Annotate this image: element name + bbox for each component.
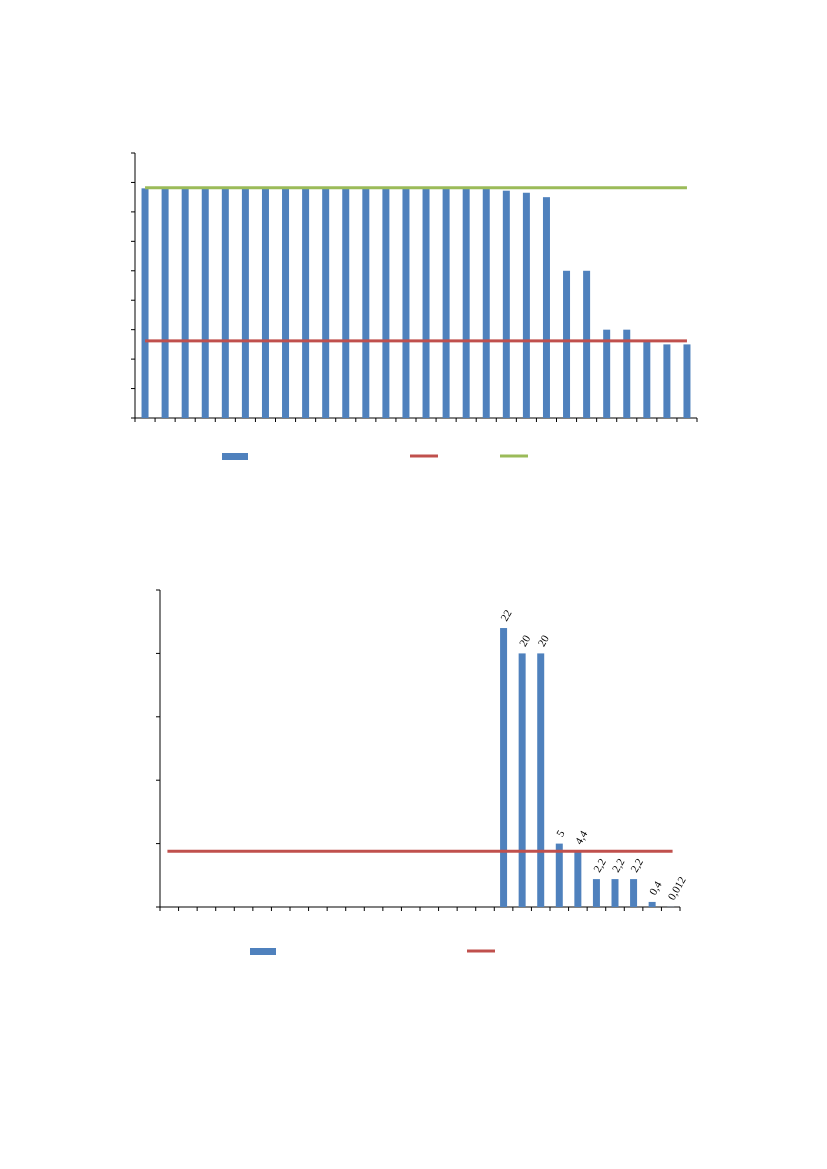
bar (522, 192, 530, 418)
bar (500, 628, 508, 907)
bar (382, 188, 390, 418)
bar (462, 188, 470, 418)
bar (518, 653, 526, 907)
bar (502, 190, 510, 418)
bar (181, 188, 189, 418)
bar (201, 188, 209, 418)
bar (302, 188, 310, 418)
bar (574, 851, 582, 907)
bar (161, 188, 169, 418)
bar (623, 329, 631, 418)
bar (482, 188, 490, 418)
data-label: 2,2 (610, 857, 627, 875)
bar (402, 188, 410, 418)
data-label: 4,4 (573, 828, 591, 846)
data-label: 20 (536, 633, 552, 649)
bar (537, 653, 545, 907)
bar (241, 188, 249, 418)
data-label: 22 (499, 608, 515, 624)
legend-swatch (250, 948, 276, 955)
bar (221, 188, 229, 418)
bar (603, 329, 611, 418)
bar (563, 270, 571, 418)
bar (422, 188, 430, 418)
bar (648, 901, 656, 907)
bar (592, 879, 600, 907)
bar (141, 188, 149, 418)
data-label: 0,012 (666, 875, 689, 902)
bar (630, 879, 638, 907)
bar (683, 344, 691, 418)
data-label: 2,2 (592, 857, 609, 875)
bar (663, 344, 671, 418)
bar (442, 188, 450, 418)
data-label: 20 (517, 633, 533, 649)
bar (611, 879, 619, 907)
data-label: 5 (554, 828, 567, 839)
bar (282, 188, 290, 418)
legend-swatch (222, 453, 248, 460)
bar (362, 188, 370, 418)
bar (643, 341, 651, 418)
bar (583, 270, 591, 418)
bar (555, 843, 563, 907)
bar (542, 197, 550, 418)
bar (342, 188, 350, 418)
data-label: 2,2 (629, 857, 646, 875)
bar (261, 188, 269, 418)
bar (322, 188, 330, 418)
data-label: 0,4 (647, 879, 665, 897)
